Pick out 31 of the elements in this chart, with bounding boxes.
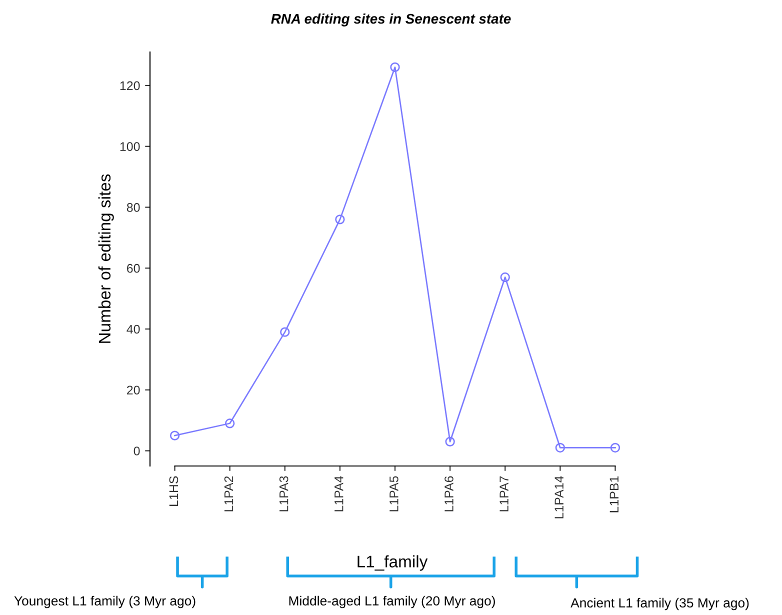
x-tick-label: L1PA7	[500, 476, 508, 512]
x-tick-label: L1PA14	[554, 476, 564, 518]
text: Ancient L1 family (35 Myr ago)	[570, 598, 749, 610]
text: Middle-aged L1 family (20 Myr ago)	[289, 596, 495, 608]
x-tick-label: L1PA5	[390, 476, 398, 512]
point	[610, 442, 620, 453]
y-tick-label: 80	[126, 203, 140, 212]
point	[224, 418, 235, 428]
x-axis-title: L1_family	[358, 555, 428, 571]
chart-title: RNA editing sites in Senescent state	[271, 14, 511, 26]
x-tick-label: L1PA3	[279, 476, 288, 512]
y-tick-label: 60	[127, 264, 140, 273]
x-tick-label: L1PA4	[334, 476, 344, 512]
point	[555, 442, 566, 453]
point	[335, 214, 345, 224]
x-tick-label: L1PB1	[610, 476, 618, 512]
y-axis-title: Number of editing sites	[98, 174, 114, 343]
y-tick-label: 40	[126, 324, 140, 334]
y-tick-label: 0	[134, 446, 140, 456]
point	[390, 62, 400, 72]
x-tick-label: L1HS	[169, 476, 178, 506]
point	[500, 272, 510, 282]
y-tick-label: 100	[120, 142, 140, 152]
point	[170, 430, 180, 440]
text: Youngest L1 family (3 Myr ago)	[14, 596, 196, 608]
y-tick-label: 20	[127, 386, 140, 395]
x-tick-label: L1PA2	[224, 476, 234, 512]
point	[280, 327, 290, 337]
y-tick-label: 120	[120, 81, 140, 90]
point	[445, 436, 455, 447]
x-tick-label: L1PA6	[444, 476, 454, 512]
